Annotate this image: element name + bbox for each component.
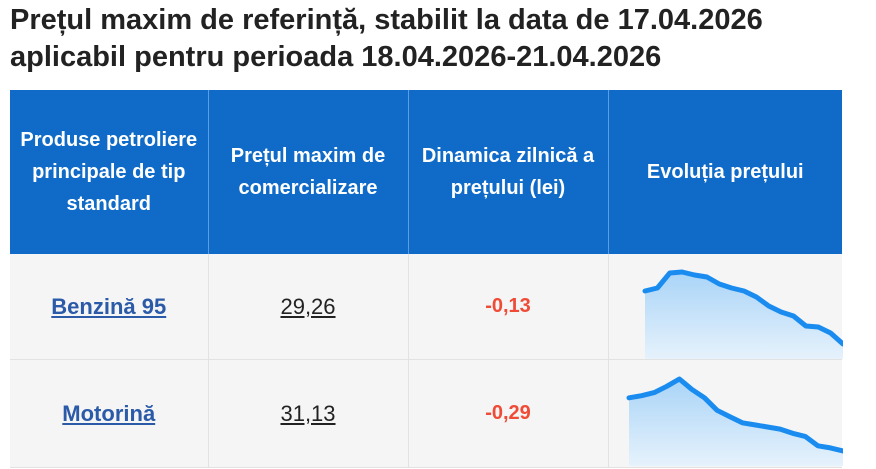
price-value-link[interactable]: 29,26 bbox=[280, 293, 336, 319]
product-cell: Motorină bbox=[10, 359, 209, 468]
price-value-link[interactable]: 31,13 bbox=[280, 400, 336, 426]
sparkline-area bbox=[644, 272, 843, 359]
daily-change-value: -0,29 bbox=[485, 402, 531, 424]
trend-cell bbox=[608, 359, 843, 468]
price-trend-sparkline bbox=[642, 269, 843, 359]
header-price-evolution: Evoluția prețului bbox=[608, 90, 842, 254]
table-row: Motorină 31,13 -0,29 bbox=[10, 359, 843, 468]
price-cell: 31,13 bbox=[208, 359, 409, 468]
price-trend-sparkline bbox=[626, 376, 843, 466]
sparkline-line bbox=[642, 269, 843, 347]
price-cell: 29,26 bbox=[208, 254, 409, 360]
change-cell: -0,29 bbox=[408, 359, 609, 468]
header-daily-change: Dinamica zilnică a prețului (lei) bbox=[408, 90, 609, 254]
product-link-benzina-95[interactable]: Benzină 95 bbox=[51, 293, 167, 319]
table-header-row: Produse petroliere principale de tip sta… bbox=[10, 90, 842, 254]
header-max-price: Prețul maxim de comercializare bbox=[208, 90, 409, 254]
header-product: Produse petroliere principale de tip sta… bbox=[10, 90, 209, 254]
product-link-motorina[interactable]: Motorină bbox=[62, 400, 156, 426]
title-line-2: aplicabil pentru perioada 18.04.2026-21.… bbox=[10, 41, 662, 73]
table-row: Benzină 95 29,26 -0,13 bbox=[10, 254, 843, 360]
title-line-1: Prețul maxim de referință, stabilit la d… bbox=[10, 4, 763, 36]
change-cell: -0,13 bbox=[408, 254, 609, 360]
sparkline-line bbox=[626, 376, 843, 454]
product-cell: Benzină 95 bbox=[10, 254, 209, 360]
sparkline-area bbox=[628, 379, 843, 466]
trend-cell bbox=[608, 254, 843, 360]
daily-change-value: -0,13 bbox=[485, 295, 531, 317]
price-table: Produse petroliere principale de tip sta… bbox=[10, 90, 843, 468]
page-title: Prețul maxim de referință, stabilit la d… bbox=[10, 2, 870, 76]
